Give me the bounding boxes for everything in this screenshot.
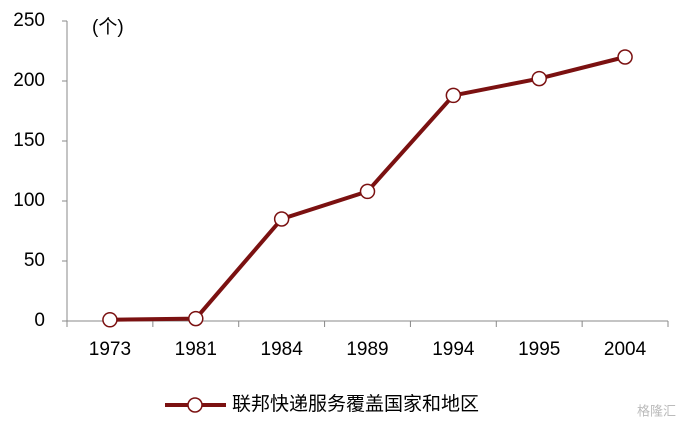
y-tick-label: 50 (24, 250, 45, 271)
y-tick-label: 250 (13, 10, 45, 31)
x-tick-label: 1989 (346, 339, 388, 360)
y-tick-label: 0 (34, 310, 45, 331)
point (273, 211, 290, 227)
y-tick-label: 150 (13, 130, 45, 151)
y-tick-label: 200 (13, 70, 45, 91)
point (445, 87, 462, 104)
point (531, 70, 547, 87)
legend-label: 联邦快递服务覆盖国家和地区 (232, 393, 479, 415)
legend-marker (187, 397, 203, 413)
x-tick-label: 1994 (432, 339, 475, 360)
point (617, 49, 633, 65)
point (188, 310, 204, 327)
watermark: 格隆汇 (637, 403, 676, 418)
x-tick-label: 1984 (261, 339, 304, 360)
x-tick-label: 1981 (175, 339, 217, 360)
point (102, 312, 118, 328)
y-tick-label: 100 (13, 190, 45, 211)
point (359, 183, 376, 200)
x-tick-label: 2004 (604, 339, 647, 360)
x-tick-label: 1973 (89, 339, 131, 360)
unit-label: (个) (92, 16, 124, 38)
x-tick-label: 1995 (518, 339, 560, 360)
